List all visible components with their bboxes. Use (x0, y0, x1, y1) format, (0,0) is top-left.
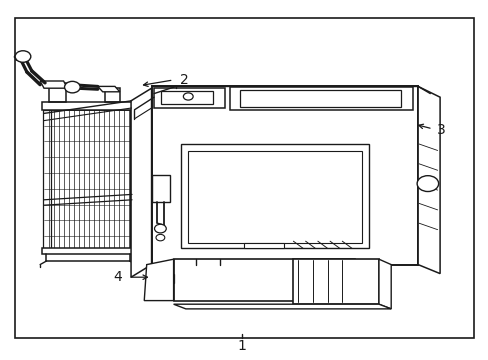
Text: 3: 3 (436, 123, 445, 136)
Polygon shape (146, 274, 173, 283)
Circle shape (154, 224, 166, 233)
Bar (161, 91, 212, 104)
Bar (44, 110, 134, 252)
Polygon shape (154, 88, 224, 108)
Polygon shape (173, 304, 390, 309)
Bar (41, 248, 139, 254)
Circle shape (416, 176, 438, 192)
Bar (15, 18, 473, 338)
Bar (42, 110, 51, 252)
Bar (129, 110, 138, 252)
Bar (151, 175, 170, 202)
Bar (151, 86, 417, 265)
Polygon shape (40, 81, 67, 88)
Bar (293, 259, 378, 304)
Text: 4: 4 (113, 270, 122, 284)
Circle shape (15, 51, 31, 62)
Bar (181, 144, 368, 248)
Bar (41, 102, 139, 110)
Bar (244, 243, 283, 248)
Polygon shape (98, 86, 120, 92)
Circle shape (156, 234, 164, 241)
Polygon shape (378, 259, 390, 309)
Polygon shape (131, 88, 151, 277)
Bar (239, 90, 400, 107)
Bar (188, 151, 361, 243)
Text: 2: 2 (180, 73, 188, 87)
Text: 1: 1 (237, 339, 246, 353)
Polygon shape (229, 87, 412, 110)
Polygon shape (144, 259, 173, 301)
Polygon shape (417, 86, 439, 274)
Circle shape (64, 81, 80, 93)
Circle shape (183, 93, 193, 100)
Bar (173, 259, 354, 301)
